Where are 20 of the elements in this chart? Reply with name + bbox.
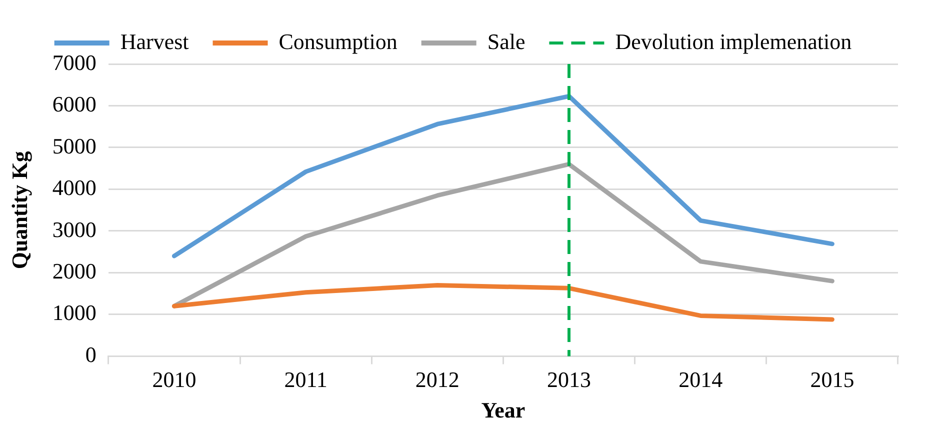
y-tick-label: 5000 [52, 133, 96, 158]
y-tick-label: 7000 [52, 50, 96, 75]
legend-label: Devolution implemenation [615, 28, 852, 54]
y-tick-label: 4000 [52, 175, 96, 200]
y-tick-label: 6000 [52, 92, 96, 117]
y-tick-label: 1000 [52, 300, 96, 326]
legend-label: Consumption [278, 28, 398, 54]
x-tick-label: 2012 [415, 367, 460, 392]
legend-label: Harvest [120, 28, 189, 54]
x-tick-label: 2014 [678, 367, 723, 392]
y-tick-label: 2000 [52, 258, 96, 284]
y-tick-label: 0 [85, 342, 96, 367]
x-axis-title: Year [481, 397, 526, 422]
y-axis-title: Quantity Kg [6, 151, 32, 270]
legend-label: Sale [487, 28, 526, 54]
x-tick-label: 2011 [284, 367, 328, 392]
x-tick-label: 2015 [810, 367, 854, 392]
y-tick-label: 3000 [52, 216, 96, 242]
x-tick-label: 2010 [152, 367, 196, 392]
x-tick-label: 2013 [547, 367, 591, 392]
